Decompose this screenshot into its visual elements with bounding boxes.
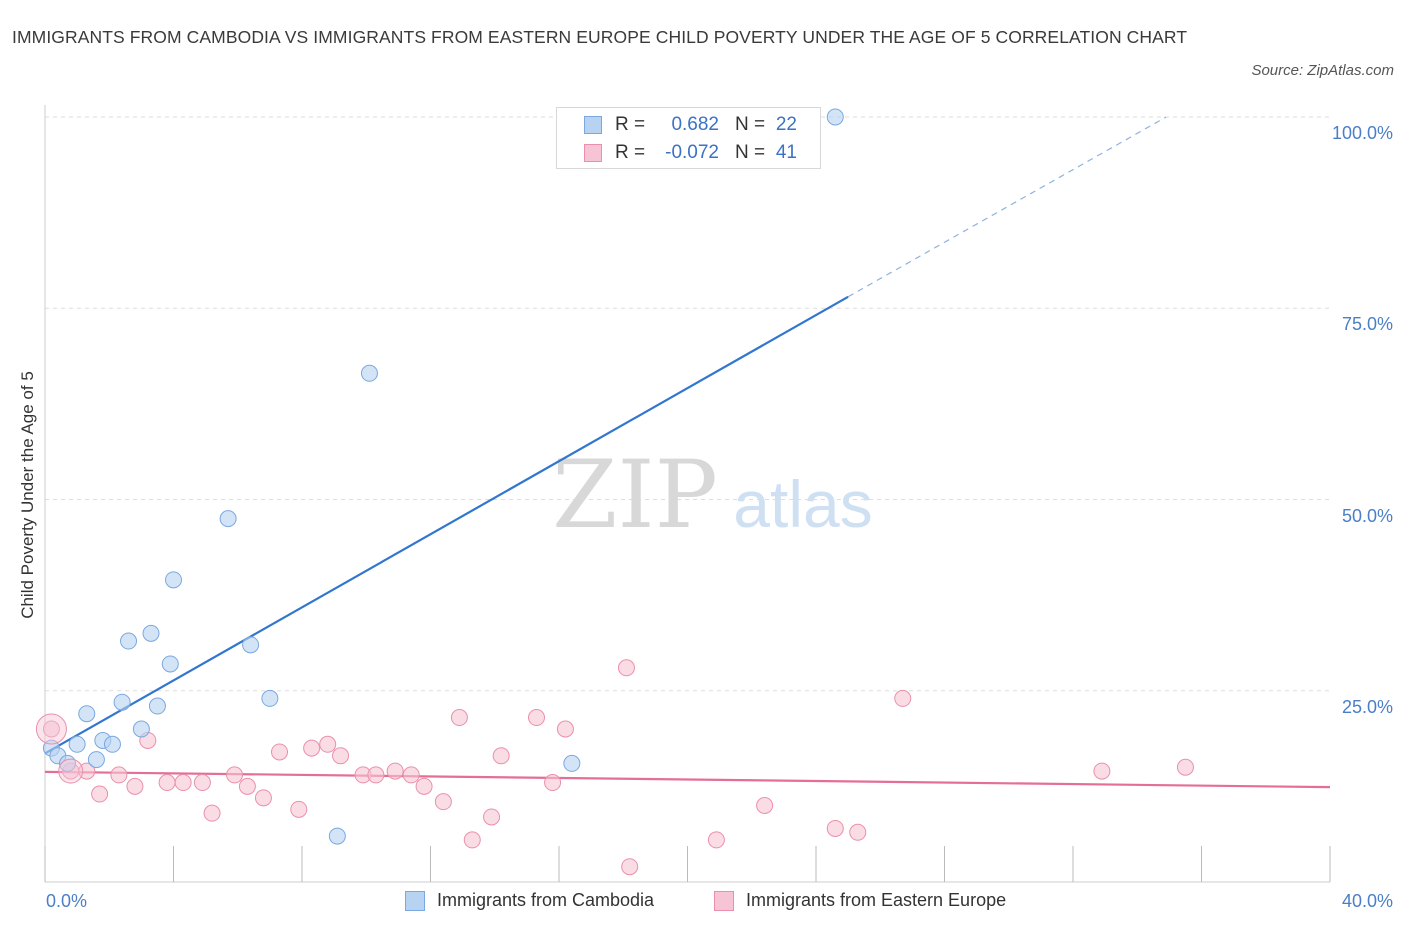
point-cambodia (242, 636, 260, 654)
legend-swatch-pink (584, 144, 602, 162)
legend-label: Immigrants from Cambodia (437, 890, 655, 910)
point-cambodia (148, 697, 166, 715)
point-eastern-europe (126, 777, 144, 795)
point-eastern-europe (319, 735, 337, 753)
point-eastern-europe (386, 762, 404, 780)
point-eastern-europe (78, 762, 96, 780)
point-eastern-europe (528, 709, 546, 727)
point-eastern-europe (110, 766, 128, 784)
point-cambodia (142, 624, 160, 642)
point-eastern-europe (238, 777, 256, 795)
point-eastern-europe (174, 774, 192, 792)
legend-n-value: 41 (775, 142, 797, 163)
legend-row-eastern-europe: R = -0.072 N = 41 (557, 138, 820, 166)
point-eastern-europe (402, 766, 420, 784)
point-eastern-europe (492, 747, 510, 765)
gridlines (45, 116, 1330, 692)
legend-n-value: 22 (775, 114, 797, 135)
point-eastern-europe (271, 743, 289, 761)
legend-r-label: R = (615, 142, 646, 163)
point-eastern-europe (1093, 762, 1111, 780)
y-tick-label: 25.0% (1341, 696, 1393, 717)
point-cambodia (161, 655, 179, 673)
point-eastern-europe (756, 797, 774, 814)
point-eastern-europe (367, 766, 385, 784)
point-cambodia (78, 705, 96, 723)
point-eastern-europe (332, 747, 350, 765)
trend-line-cambodia (44, 295, 849, 755)
point-eastern-europe (226, 766, 244, 784)
point-cambodia (120, 632, 138, 650)
point-eastern-europe (434, 793, 452, 811)
point-eastern-europe (290, 800, 308, 818)
point-cambodia (328, 827, 346, 845)
point-eastern-europe (254, 789, 272, 807)
point-eastern-europe (1176, 758, 1194, 776)
point-eastern-europe (483, 808, 501, 826)
point-cambodia (68, 735, 86, 753)
point-eastern-europe (450, 709, 468, 727)
x-tick-label-min: 0.0% (46, 891, 88, 911)
x-tick-label-max: 40.0% (1341, 891, 1393, 911)
legend-n-label: N = (735, 142, 766, 163)
point-eastern-europe (158, 774, 176, 792)
legend-r-value: -0.072 (665, 142, 719, 163)
point-eastern-europe (556, 720, 574, 738)
point-eastern-europe (203, 804, 221, 822)
point-eastern-europe (707, 831, 725, 849)
watermark-zip: ZIP (552, 441, 718, 550)
point-cambodia (261, 689, 279, 707)
point-cambodia (87, 751, 105, 769)
point-eastern-europe (894, 689, 912, 707)
legend-n-label: N = (735, 114, 766, 135)
data-points (35, 108, 1194, 876)
legend-r-label: R = (615, 114, 646, 135)
point-eastern-europe (303, 739, 321, 757)
watermark-atlas: atlas (733, 467, 872, 541)
legend-label: Immigrants from Eastern Europe (746, 890, 1007, 910)
y-tick-label: 75.0% (1341, 314, 1393, 335)
point-cambodia (165, 571, 182, 589)
point-eastern-europe (415, 777, 433, 795)
point-cambodia (826, 108, 844, 126)
point-eastern-europe (463, 831, 481, 849)
point-eastern-europe (544, 774, 562, 792)
y-tick-label: 100.0% (1331, 123, 1393, 143)
point-cambodia (113, 693, 131, 711)
legend-row-cambodia: R = 0.682 N = 22 (557, 110, 820, 138)
watermark: ZIP atlas (552, 441, 873, 550)
point-cambodia (103, 735, 121, 753)
source-label: Source: ZipAtlas.com (1251, 62, 1394, 79)
trend-line-cambodia-extension (847, 116, 1167, 298)
point-eastern-europe (617, 659, 635, 677)
point-eastern-europe (42, 720, 60, 738)
point-eastern-europe-cluster (58, 758, 84, 784)
point-eastern-europe (826, 819, 844, 837)
point-eastern-europe (621, 858, 639, 876)
point-eastern-europe-cluster (35, 713, 67, 745)
legend-swatch-pink (714, 891, 734, 911)
correlation-legend: R = 0.682 N = 22 R = -0.072 N = 41 (556, 107, 821, 169)
legend-swatch-blue (584, 116, 602, 134)
point-eastern-europe (193, 774, 211, 792)
y-tick-label: 50.0% (1341, 505, 1393, 526)
chart-title: IMMIGRANTS FROM CAMBODIA VS IMMIGRANTS F… (12, 27, 1188, 47)
point-cambodia (563, 754, 581, 772)
point-eastern-europe (91, 785, 109, 803)
point-eastern-europe (849, 823, 867, 841)
point-cambodia (219, 510, 237, 528)
legend-r-value: 0.682 (671, 114, 719, 135)
legend-swatch-blue (405, 891, 425, 911)
trend-line-eastern-europe (44, 770, 1331, 789)
trend-lines (44, 116, 1331, 789)
point-cambodia (360, 364, 378, 382)
point-cambodia (132, 720, 150, 738)
